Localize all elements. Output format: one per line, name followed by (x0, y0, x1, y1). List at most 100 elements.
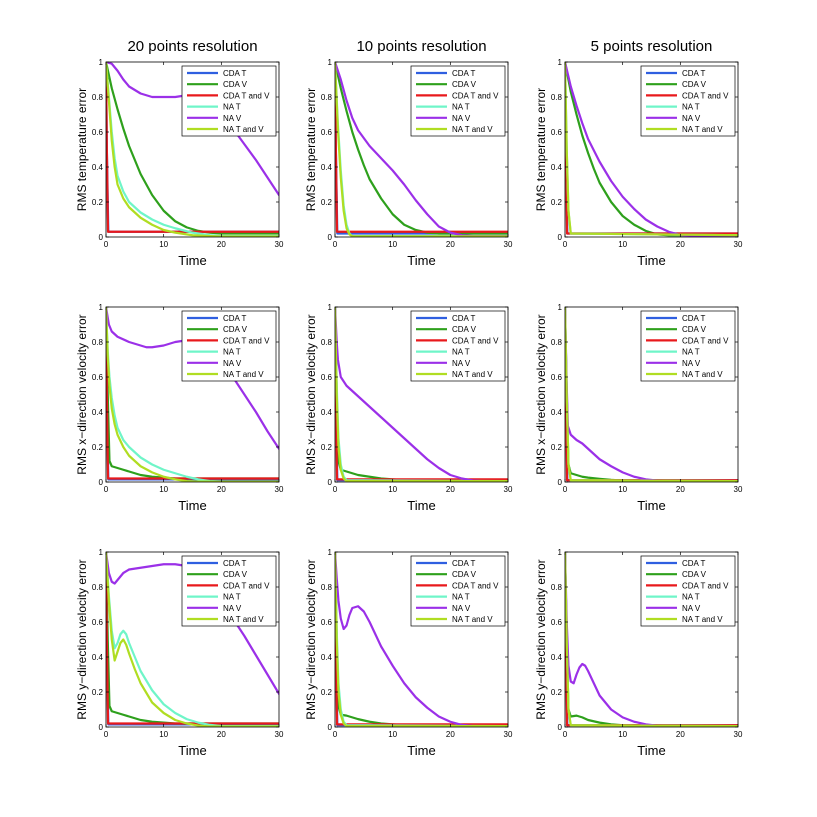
x-tick-label: 30 (275, 485, 284, 494)
y-tick-label: 0 (328, 233, 333, 242)
legend-label: NA T and V (223, 615, 264, 624)
legend-label: CDA V (452, 570, 477, 579)
plot-frame (564, 61, 739, 238)
y-tick-label: 0.6 (551, 373, 563, 382)
legend-label: CDA T and V (223, 91, 270, 100)
legend-label: NA T and V (452, 370, 493, 379)
legend-label: CDA T and V (223, 336, 270, 345)
series-line-na-t-and-v (565, 307, 738, 482)
y-tick-label: 1 (99, 58, 104, 67)
legend-label: CDA T (682, 69, 706, 78)
x-axis-label: Time (637, 253, 665, 268)
legend-label: CDA T (223, 69, 247, 78)
y-tick-label: 0.8 (92, 338, 104, 347)
series-group (565, 62, 738, 237)
y-axis-label: RMS y−direction velocity error (304, 559, 318, 719)
y-tick-label: 0 (99, 233, 104, 242)
legend-label: CDA T (223, 559, 247, 568)
legend-label: CDA T (452, 559, 476, 568)
legend-label: NA T and V (682, 125, 723, 134)
series-line-na-v (335, 552, 508, 727)
series-line-na-t (106, 552, 279, 727)
y-tick-label: 0.8 (321, 93, 333, 102)
y-tick-label: 0.8 (92, 583, 104, 592)
legend-label: CDA T (452, 314, 476, 323)
x-tick-label: 30 (275, 730, 284, 739)
y-axis-label: RMS x−direction velocity error (304, 314, 318, 474)
y-tick-label: 0.2 (551, 443, 563, 452)
series-line-na-t-and-v (565, 62, 738, 237)
subplot: 0 10 20 30 0 0.2 0.4 0.6 0.8 1 Time RMS y−direction… (304, 548, 513, 758)
legend-box (181, 65, 277, 137)
x-tick-label: 0 (104, 730, 109, 739)
series-line-na-t-and-v (335, 307, 508, 482)
y-tick-label: 0.4 (551, 653, 563, 662)
legend-label: NA V (682, 114, 701, 123)
legend-label: CDA V (223, 80, 248, 89)
y-tick-label: 0 (99, 723, 104, 732)
legend-box (410, 555, 506, 627)
y-tick-label: 0.6 (551, 618, 563, 627)
plot-frame (564, 306, 739, 483)
y-tick-label: 1 (558, 548, 563, 557)
series-group (106, 62, 279, 237)
x-axis-label: Time (407, 743, 435, 758)
legend: CDA T CDA V CDA T and V NA T NA V NA T and V (640, 65, 736, 137)
y-tick-label: 0.6 (92, 618, 104, 627)
legend-label: NA T (682, 348, 700, 357)
series-line-na-v (106, 552, 279, 695)
legend-label: CDA V (682, 80, 707, 89)
x-tick-label: 10 (388, 485, 397, 494)
legend-label: NA T (452, 103, 470, 112)
x-axis-label: Time (407, 253, 435, 268)
legend: CDA T CDA V CDA T and V NA T NA V NA T and V (410, 310, 506, 382)
legend-box (640, 310, 736, 382)
series-group (565, 307, 738, 482)
y-tick-label: 1 (328, 548, 333, 557)
legend-label: NA V (682, 604, 701, 613)
legend-label: CDA T (452, 69, 476, 78)
x-tick-label: 10 (159, 730, 168, 739)
x-tick-label: 0 (333, 485, 338, 494)
plot-frame (564, 551, 739, 728)
x-tick-label: 10 (618, 730, 627, 739)
y-tick-label: 0.2 (321, 198, 333, 207)
series-line-na-v (565, 552, 738, 727)
y-tick-label: 0 (328, 478, 333, 487)
series-line-na-t-and-v (335, 62, 508, 237)
y-tick-label: 0.2 (92, 198, 104, 207)
y-tick-label: 0.4 (92, 653, 104, 662)
legend-label: CDA T (223, 314, 247, 323)
series-line-cda-t-and-v (335, 62, 508, 233)
legend-label: NA V (223, 359, 242, 368)
legend-label: CDA T and V (452, 91, 499, 100)
y-tick-label: 0.4 (321, 653, 333, 662)
series-line-na-t-and-v (335, 552, 508, 727)
x-axis-label: Time (178, 743, 206, 758)
x-tick-label: 20 (217, 485, 226, 494)
legend-label: NA T and V (682, 370, 723, 379)
series-line-cda-t-and-v (106, 552, 279, 725)
y-tick-label: 0.8 (321, 338, 333, 347)
x-tick-label: 20 (217, 240, 226, 249)
series-line-cda-v (335, 62, 508, 235)
y-axis-label: RMS temperature error (75, 88, 89, 211)
y-tick-label: 1 (99, 548, 104, 557)
subplot: 0 10 20 30 0 0.2 0.4 0.6 0.8 1 Time RMS temperature… (304, 58, 513, 268)
series-group (335, 62, 508, 237)
y-axis-label: RMS temperature error (304, 88, 318, 211)
y-tick-label: 1 (328, 303, 333, 312)
legend-label: NA T (682, 593, 700, 602)
y-tick-label: 0 (558, 233, 563, 242)
legend-label: CDA T (682, 314, 706, 323)
legend-label: NA T and V (452, 615, 493, 624)
x-tick-label: 0 (104, 240, 109, 249)
x-tick-label: 30 (275, 240, 284, 249)
x-tick-label: 10 (159, 240, 168, 249)
y-axis-label: RMS y−direction velocity error (75, 559, 89, 719)
x-tick-label: 30 (504, 240, 513, 249)
x-tick-label: 10 (388, 730, 397, 739)
series-group (335, 552, 508, 727)
y-tick-label: 0.2 (92, 688, 104, 697)
